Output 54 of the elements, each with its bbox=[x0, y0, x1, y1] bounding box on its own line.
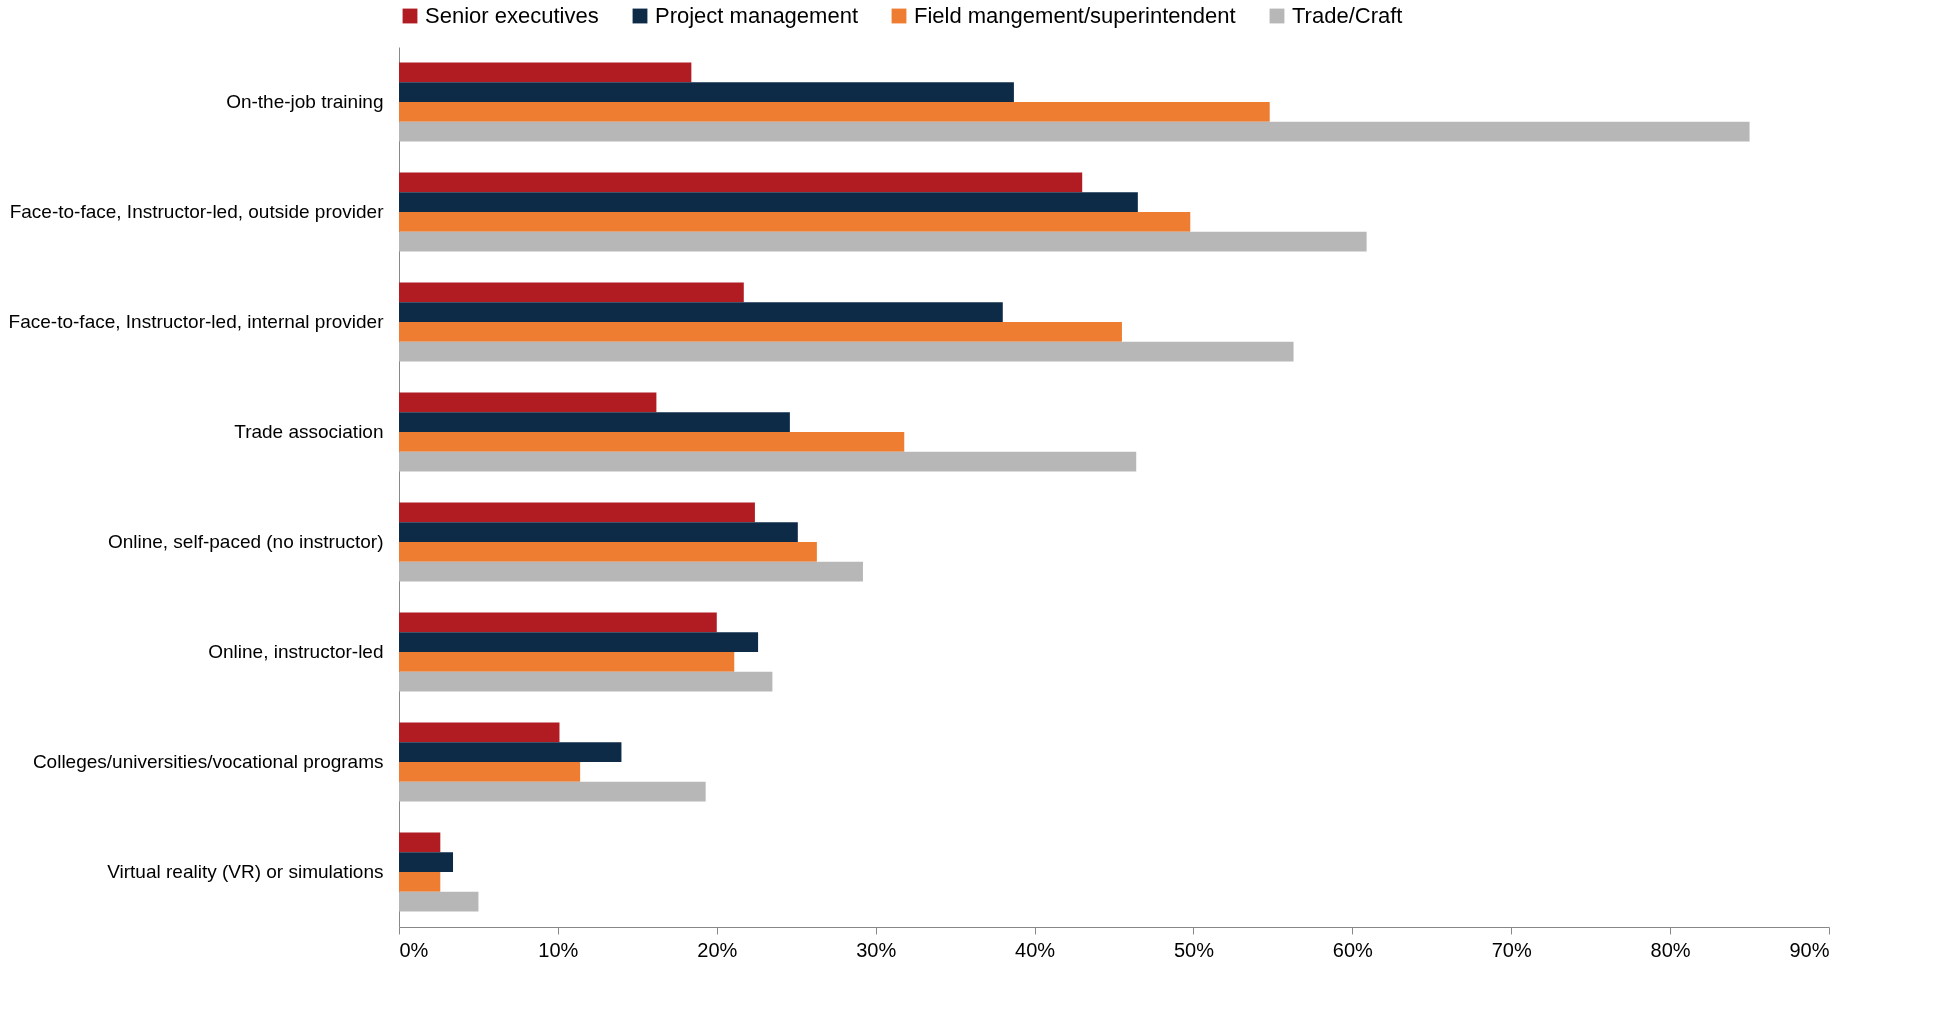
x-tick-label: 60% bbox=[1332, 938, 1374, 961]
bar bbox=[399, 832, 441, 853]
bar bbox=[399, 282, 744, 303]
bar bbox=[399, 722, 560, 743]
bar bbox=[399, 671, 773, 692]
x-tick-label: 30% bbox=[856, 938, 897, 961]
bar bbox=[399, 212, 1191, 232]
y-tick-label: Online, self-paced (no instructor) bbox=[107, 531, 384, 552]
bar bbox=[399, 872, 441, 892]
bar bbox=[399, 341, 1294, 362]
bar bbox=[399, 742, 622, 762]
x-tick-label: 40% bbox=[1015, 938, 1056, 961]
bar bbox=[399, 762, 581, 782]
x-tick-label: 70% bbox=[1491, 938, 1532, 961]
y-tick-label: Virtual reality (VR) or simulations bbox=[107, 861, 384, 882]
bar bbox=[399, 451, 1137, 472]
x-tick-label: 50% bbox=[1173, 938, 1215, 961]
legend-label: Field mangement/superintendent bbox=[914, 3, 1236, 28]
bar bbox=[399, 302, 1003, 322]
bar bbox=[399, 392, 657, 413]
bar bbox=[399, 632, 759, 652]
legend-label: Project management bbox=[655, 3, 858, 28]
x-tick-label: 10% bbox=[538, 938, 579, 961]
legend-label: Trade/Craft bbox=[1292, 3, 1403, 28]
bar bbox=[399, 891, 479, 912]
x-tick-label: 80% bbox=[1650, 938, 1691, 961]
x-tick-label: 90% bbox=[1789, 938, 1830, 961]
bar bbox=[399, 432, 905, 452]
y-tick-label: Face-to-face, Instructor-led, internal provider bbox=[8, 311, 385, 332]
x-tick-label: 20% bbox=[697, 938, 738, 961]
bar bbox=[399, 121, 1750, 142]
bar bbox=[399, 852, 454, 872]
bar bbox=[399, 502, 755, 523]
y-tick-label: Online, instructor-led bbox=[208, 641, 384, 662]
bar bbox=[399, 172, 1083, 193]
y-tick-label: Colleges/universities/vocational programs bbox=[32, 751, 384, 772]
y-tick-label: Trade association bbox=[234, 421, 384, 442]
legend-label: Senior executives bbox=[425, 3, 599, 28]
bar bbox=[399, 102, 1270, 122]
bar bbox=[399, 522, 798, 542]
bar bbox=[399, 781, 706, 802]
bar bbox=[399, 412, 790, 432]
bar bbox=[399, 322, 1122, 342]
bar bbox=[399, 62, 692, 83]
x-tick-label: 0% bbox=[399, 938, 429, 961]
bar bbox=[399, 612, 717, 633]
bar bbox=[399, 561, 863, 582]
bar bbox=[399, 192, 1138, 212]
y-tick-label: On-the-job training bbox=[226, 91, 384, 112]
bar bbox=[399, 652, 735, 672]
bar bbox=[399, 82, 1014, 102]
bar bbox=[399, 231, 1367, 252]
y-tick-label: Face-to-face, Instructor-led, outside provider bbox=[9, 201, 385, 222]
bar bbox=[399, 542, 817, 562]
